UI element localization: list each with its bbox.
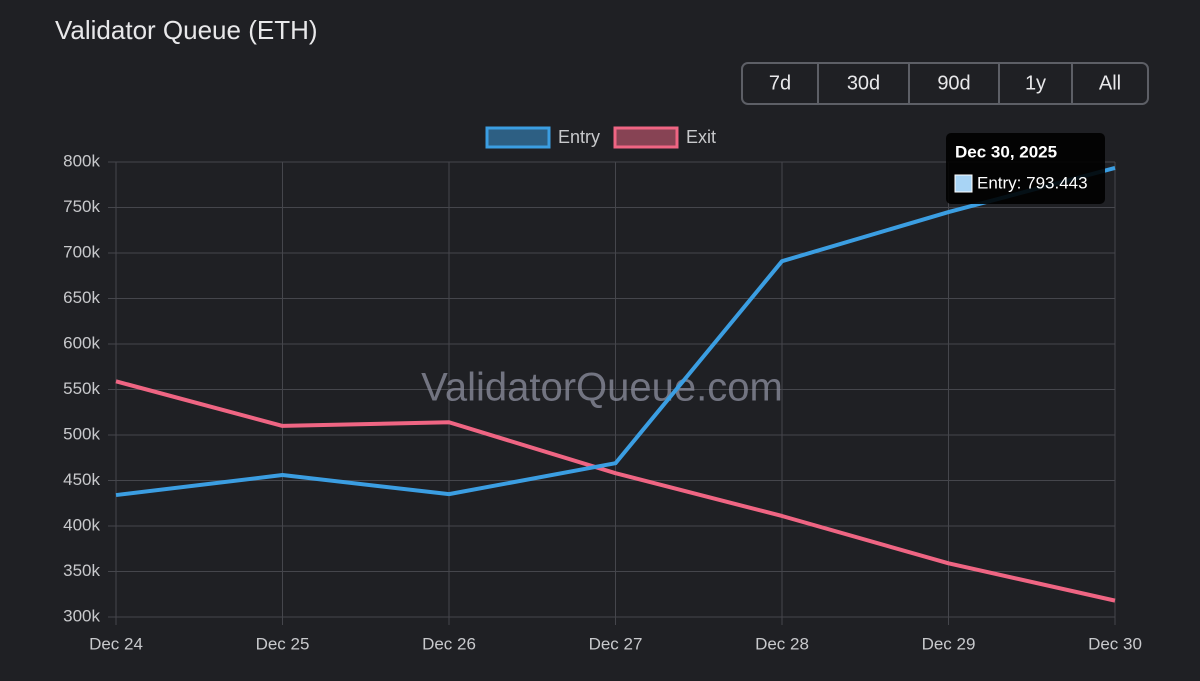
tooltip-swatch [954, 174, 973, 193]
y-tick-label: 650k [63, 288, 100, 307]
y-tick-label: 800k [63, 151, 100, 170]
y-tick-label: 600k [63, 333, 100, 352]
series-line [115, 379, 1116, 603]
button-label: 90d [937, 72, 970, 94]
button-label: 1y [1025, 72, 1046, 94]
button-label: 7d [769, 72, 791, 94]
range-selector [741, 62, 1149, 105]
button-label: 30d [847, 72, 880, 94]
x-tick-label: Dec 24 [89, 634, 143, 653]
legend-item[interactable]: Entry [485, 126, 600, 149]
x-tick-label: Dec 27 [589, 634, 643, 653]
tooltip-text: Entry: 793.443 [977, 173, 1088, 192]
x-tick-label: Dec 25 [256, 634, 310, 653]
tooltip-title: Dec 30, 2025 [955, 142, 1057, 161]
range-button[interactable]: 7d [769, 72, 791, 94]
legend-swatch [613, 126, 679, 149]
x-tick-label: Dec 29 [922, 634, 976, 653]
y-tick-label: 450k [63, 470, 100, 489]
tooltip-box [946, 133, 1105, 204]
range-button[interactable]: 90d [908, 63, 971, 104]
button-label: All [1099, 72, 1121, 94]
x-tick-label: Dec 28 [755, 634, 809, 653]
y-tick-label: 400k [63, 515, 100, 534]
range-button[interactable]: 1y [998, 63, 1046, 104]
legend-item[interactable]: Exit [613, 126, 716, 149]
y-tick-label: 500k [63, 424, 100, 443]
y-tick-label: 350k [63, 561, 100, 580]
tooltip: Dec 30, 2025 Entry: 793.443 [946, 133, 1105, 204]
y-tick-label: 700k [63, 242, 100, 261]
legend-label: Exit [686, 127, 716, 147]
watermark: ValidatorQueue.com [421, 366, 783, 410]
x-tick-label: Dec 26 [422, 634, 476, 653]
range-button[interactable]: 30d [817, 63, 880, 104]
y-tick-label: 550k [63, 379, 100, 398]
y-tick-label: 750k [63, 197, 100, 216]
legend-swatch [485, 126, 551, 149]
legend-label: Entry [558, 127, 600, 147]
range-button[interactable]: All [1071, 63, 1121, 104]
y-tick-label: 300k [63, 606, 100, 625]
chart-title: Validator Queue (ETH) [55, 15, 318, 45]
x-tick-label: Dec 30 [1088, 634, 1142, 653]
series-line [115, 166, 1116, 498]
